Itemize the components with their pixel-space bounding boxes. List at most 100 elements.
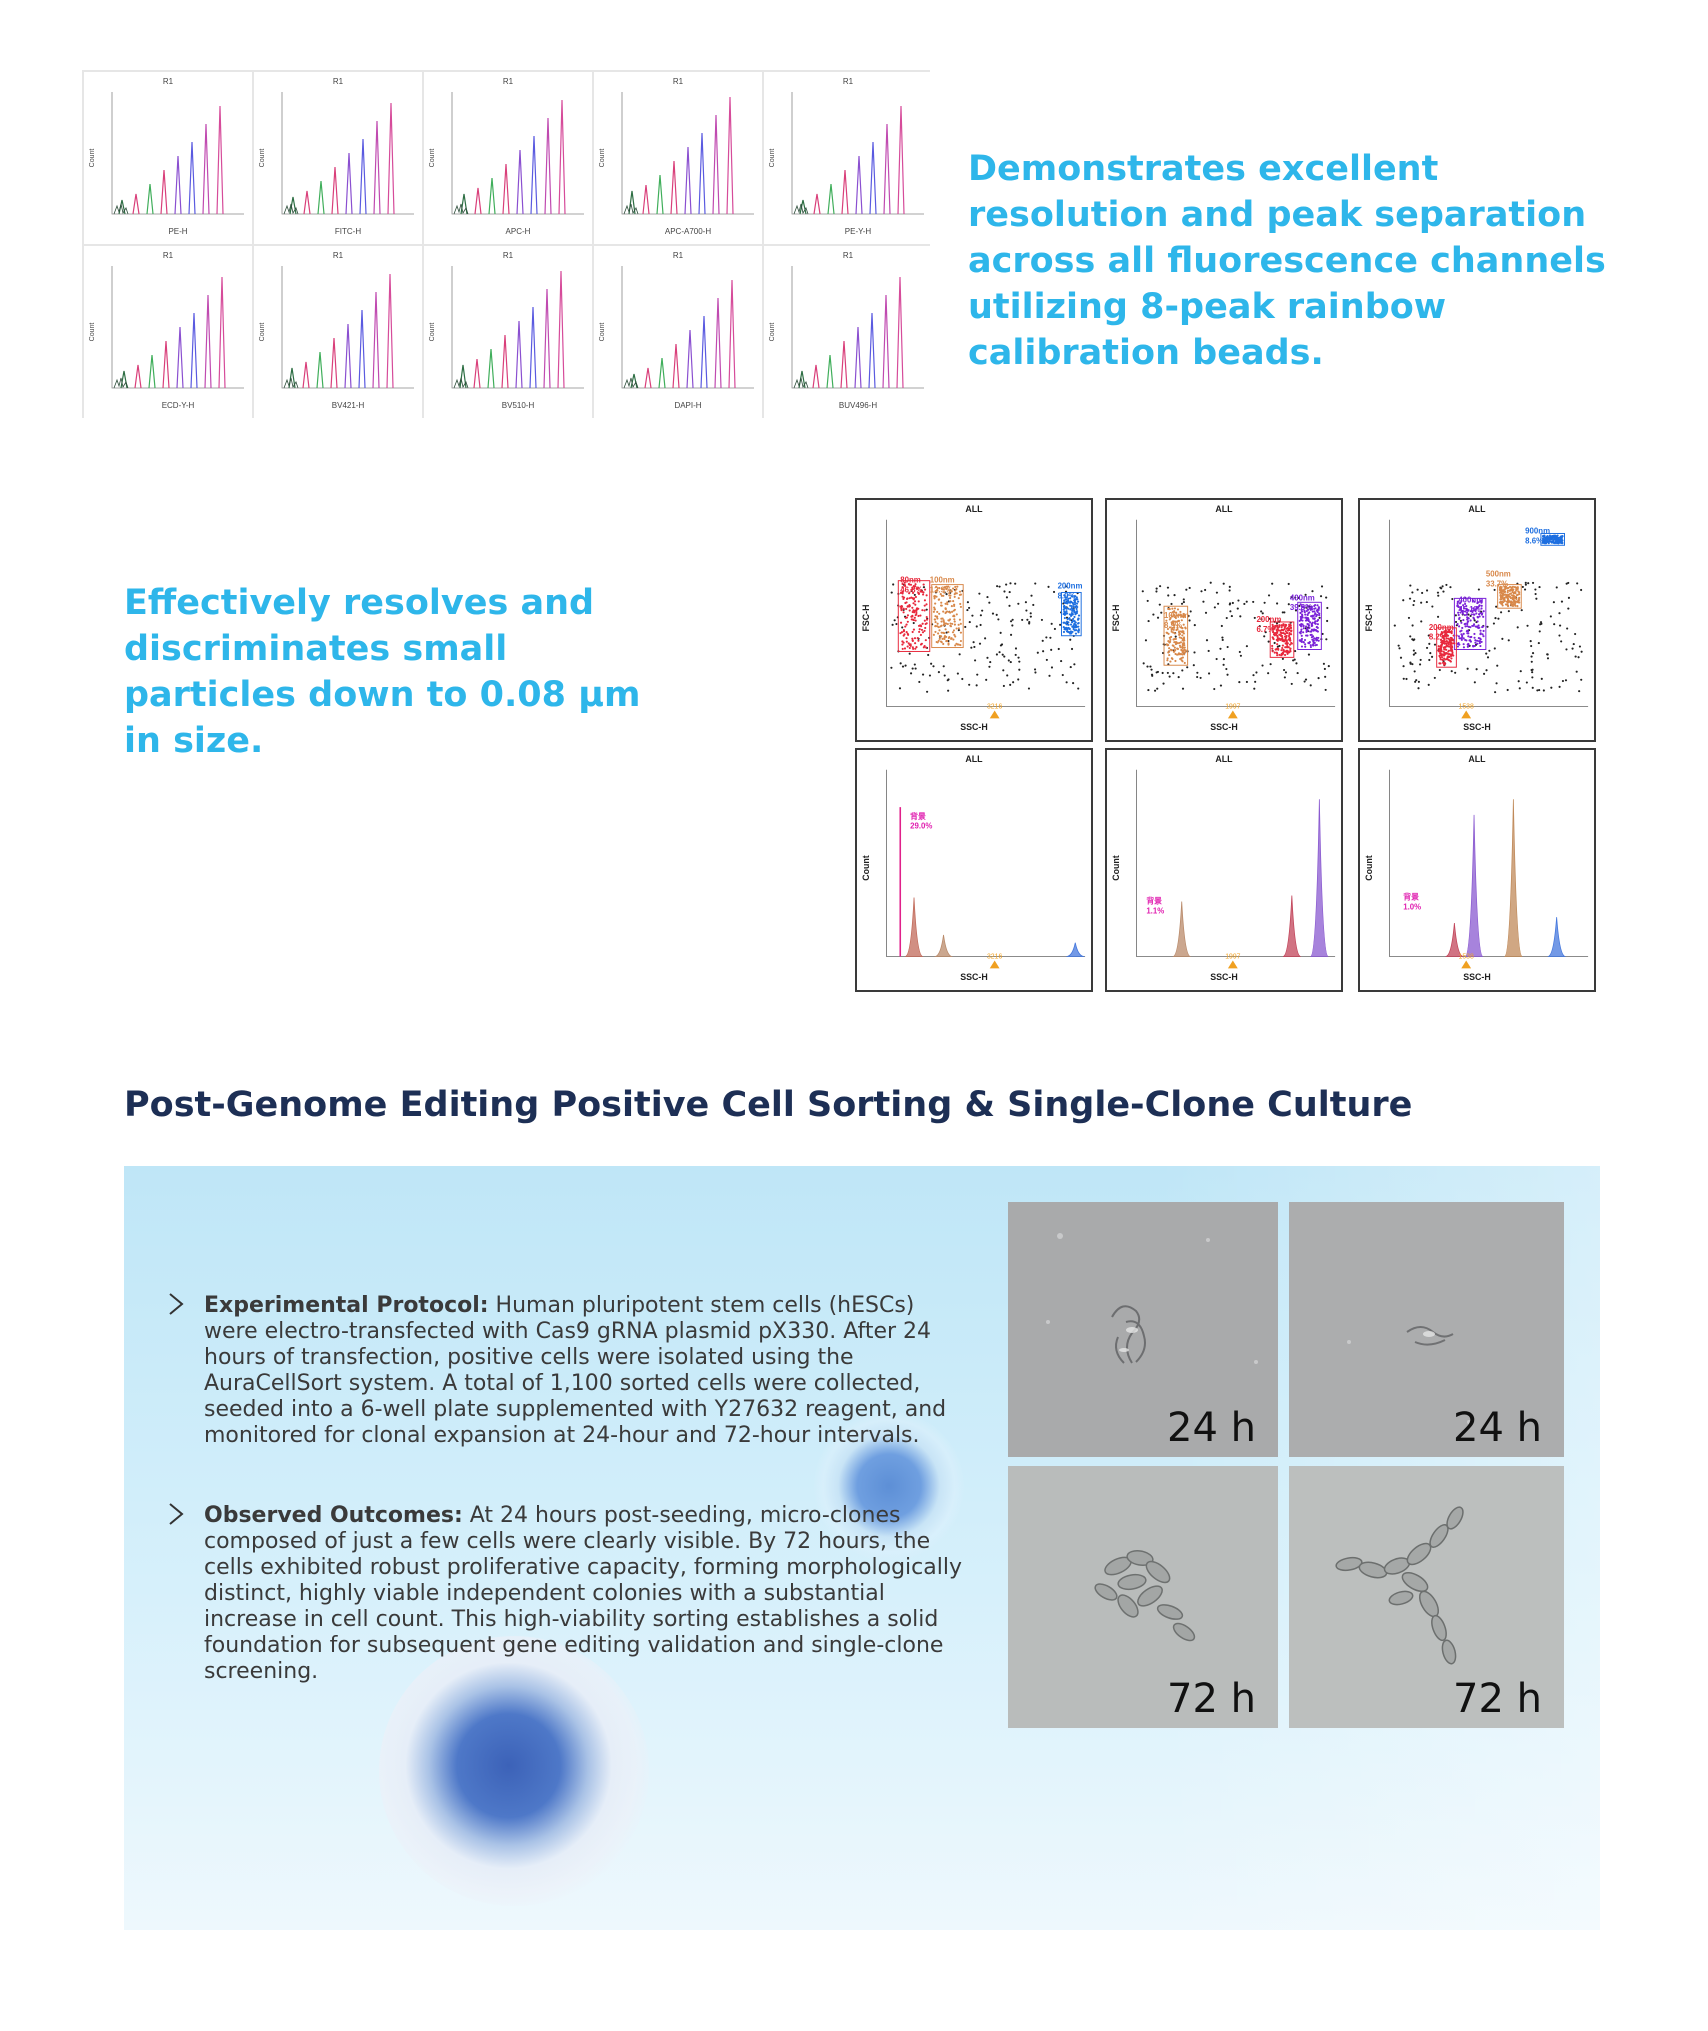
background-gate-value: 1.0% — [1403, 902, 1421, 911]
histogram-peak — [658, 357, 666, 389]
histogram-peak — [855, 155, 863, 215]
histogram-peak — [529, 306, 537, 389]
decorative-cell-large — [379, 1636, 649, 1906]
histogram-peak — [331, 166, 339, 215]
decorative-cell-small — [814, 1411, 964, 1561]
histogram-peak — [174, 155, 182, 215]
histogram-peak — [344, 323, 352, 389]
gate-box — [1497, 584, 1522, 609]
histogram-panel: R1 ECD-Y-H Count — [84, 246, 252, 418]
histogram-channel-label: FITC-H — [335, 227, 361, 236]
histogram-peak — [557, 270, 565, 389]
histogram-peak — [1282, 895, 1301, 957]
gate-value: 8.9% — [1164, 621, 1182, 630]
histogram-region-label: R1 — [673, 77, 684, 86]
gate-box — [1453, 597, 1487, 650]
histogram-panel: R1 BV421-H Count — [254, 246, 422, 418]
histogram-peak — [501, 334, 509, 389]
micrograph-72h-b: 72 h — [1289, 1466, 1564, 1728]
histogram-peak — [372, 291, 380, 389]
histogram-plot: R1 FITC-H Count — [259, 77, 414, 236]
histogram-panel: R1 BUV496-H Count — [764, 246, 932, 418]
histogram-y-label: Count — [769, 323, 776, 342]
histogram-peak — [883, 123, 891, 215]
background-gate-name: 背景 — [1403, 891, 1419, 901]
histogram-region-label: R1 — [163, 251, 174, 260]
y-axis-label: Count — [1364, 855, 1374, 881]
resolution-description: Demonstrates excellent resolution and pe… — [968, 149, 1606, 373]
scatter-plot-panel: ALL SSC-H FSC-H 900nm 8.6% 500nm 33.7% 400nm 45.… — [1358, 498, 1596, 742]
histogram-peak — [840, 340, 848, 389]
threshold-marker: 3216 — [987, 703, 1002, 710]
histogram-region-label: R1 — [333, 251, 344, 260]
histogram-plot: R1 PE-H Count — [89, 77, 244, 236]
x-axis-label: SSC-H — [1210, 972, 1237, 982]
y-axis-label: FSC-H — [1364, 605, 1374, 632]
histogram-peak — [202, 123, 210, 215]
histogram-plot: R1 PE-Y-H Count — [769, 77, 924, 236]
bullet-outcomes: Observed Outcomes: At 24 hours post-seed… — [169, 1503, 964, 1685]
gate-name: 500nm — [1486, 570, 1511, 579]
histogram-panel: R1 APC-H Count — [424, 72, 592, 244]
histogram-plot: R1 BV510-H Count — [429, 251, 584, 410]
histogram-peak — [502, 163, 510, 215]
gate-box — [1269, 621, 1295, 658]
histogram-peak — [698, 132, 706, 215]
histogram-panel: R1 DAPI-H Count — [594, 246, 762, 418]
histogram-peak — [672, 343, 680, 389]
histogram-peak — [188, 141, 196, 215]
histogram-peak — [358, 309, 366, 389]
threshold-marker: 1997 — [1225, 703, 1240, 710]
x-axis-label: SSC-H — [1210, 722, 1237, 732]
gate-name: 80nm — [900, 576, 921, 585]
time-label: 24 h — [1453, 1405, 1542, 1451]
histogram-peak — [868, 312, 876, 389]
histogram-peak — [904, 897, 924, 957]
micrograph-image — [1289, 1202, 1564, 1457]
histogram-panel: R1 APC-A700-H Count — [594, 72, 762, 244]
background-gate-value: 29.0% — [910, 822, 932, 831]
histogram-peak — [543, 288, 551, 389]
histogram-peak — [373, 120, 381, 215]
gate-name: 200nm — [1256, 615, 1281, 624]
histogram-y-label: Count — [429, 149, 436, 168]
histogram-peak — [686, 329, 694, 389]
gate-value: 8.2% — [1429, 633, 1447, 642]
histogram-peak — [359, 138, 367, 215]
histogram-peak — [700, 315, 708, 389]
histogram-panel: R1 BV510-H Count — [424, 246, 592, 418]
histogram-plot: R1 APC-H Count — [429, 77, 584, 236]
gate-name: 100nm — [1164, 611, 1189, 620]
histogram-peak — [728, 279, 736, 389]
histogram-peak — [1445, 923, 1464, 957]
plot-title: ALL — [965, 504, 983, 514]
histogram-y-label: Count — [89, 149, 96, 168]
histogram-peak — [132, 193, 140, 215]
y-axis-label: Count — [861, 855, 871, 881]
histogram-peak — [544, 117, 552, 215]
x-axis-label: SSC-H — [1463, 722, 1490, 732]
histogram-peak — [628, 190, 636, 215]
gate-box — [1436, 627, 1457, 668]
gate-box — [1297, 601, 1322, 650]
y-axis-label: FSC-H — [861, 605, 871, 632]
histogram-peak — [1172, 901, 1191, 957]
gate-box — [1061, 591, 1082, 637]
histogram-channel-label: APC-H — [506, 227, 531, 236]
histogram-panel: R1 PE-Y-H Count — [764, 72, 932, 244]
histogram-peak — [869, 141, 877, 215]
gate-value: 12.9% — [930, 585, 952, 594]
histogram-panel: R1 FITC-H Count — [254, 72, 422, 244]
protocol-heading: Experimental Protocol: — [204, 1293, 489, 1318]
histogram-peak — [812, 364, 820, 389]
micrograph-image — [1008, 1202, 1278, 1457]
histogram-peak — [146, 183, 154, 215]
chevron-right-icon — [169, 1503, 184, 1525]
gate-box — [1540, 532, 1565, 546]
gate-box — [931, 584, 964, 649]
histogram-peak — [684, 146, 692, 215]
count-histogram: ALL SSC-H Count 背景1.1% 1997 — [1111, 754, 1336, 982]
plot-title: ALL — [965, 754, 983, 764]
background-gate-value: 1.1% — [1146, 906, 1164, 915]
